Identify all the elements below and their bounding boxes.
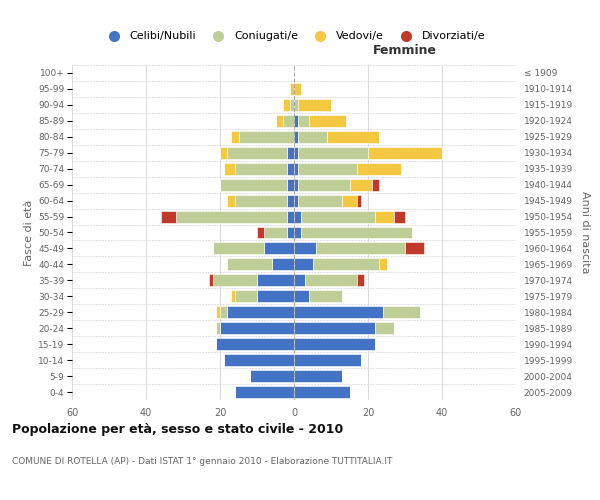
Bar — [294, 322, 376, 334]
Bar — [231, 290, 235, 302]
Bar — [283, 99, 290, 111]
Bar — [294, 338, 376, 350]
Bar — [405, 242, 424, 254]
Bar — [272, 258, 294, 270]
Bar — [235, 194, 287, 206]
Bar — [212, 242, 265, 254]
Bar — [294, 370, 342, 382]
Bar — [257, 226, 265, 238]
Bar — [235, 290, 257, 302]
Bar — [294, 226, 301, 238]
Bar — [298, 99, 331, 111]
Bar — [227, 258, 272, 270]
Bar — [294, 306, 383, 318]
Bar — [305, 274, 357, 286]
Bar — [227, 147, 287, 158]
Bar — [342, 194, 357, 206]
Bar — [294, 354, 361, 366]
Bar — [328, 131, 379, 143]
Bar — [294, 386, 350, 398]
Text: Femmine: Femmine — [373, 44, 437, 57]
Bar — [294, 242, 316, 254]
Bar — [368, 147, 442, 158]
Bar — [294, 290, 309, 302]
Bar — [357, 274, 364, 286]
Bar — [294, 274, 305, 286]
Bar — [212, 274, 257, 286]
Bar — [357, 194, 361, 206]
Bar — [301, 226, 412, 238]
Bar — [294, 194, 298, 206]
Bar — [294, 147, 298, 158]
Bar — [298, 115, 309, 127]
Bar — [298, 178, 350, 190]
Bar — [257, 290, 294, 302]
Bar — [220, 178, 287, 190]
Bar — [227, 306, 294, 318]
Bar — [294, 258, 313, 270]
Bar — [224, 162, 235, 174]
Bar — [235, 386, 294, 398]
Bar — [217, 338, 294, 350]
Bar — [231, 131, 239, 143]
Bar — [294, 131, 298, 143]
Bar — [220, 322, 294, 334]
Bar — [294, 210, 301, 222]
Bar — [176, 210, 287, 222]
Bar — [287, 162, 294, 174]
Text: Popolazione per età, sesso e stato civile - 2010: Popolazione per età, sesso e stato civil… — [12, 422, 343, 436]
Bar — [298, 131, 328, 143]
Bar — [309, 290, 342, 302]
Bar — [227, 194, 235, 206]
Bar — [275, 115, 283, 127]
Bar — [298, 162, 357, 174]
Bar — [283, 115, 294, 127]
Bar — [357, 162, 401, 174]
Bar — [235, 162, 287, 174]
Bar — [298, 147, 368, 158]
Bar — [350, 178, 372, 190]
Bar — [290, 99, 294, 111]
Bar — [290, 83, 294, 95]
Bar — [239, 131, 294, 143]
Bar — [220, 306, 227, 318]
Bar — [161, 210, 176, 222]
Bar — [294, 99, 298, 111]
Bar — [287, 226, 294, 238]
Bar — [294, 178, 298, 190]
Bar — [224, 354, 294, 366]
Bar — [209, 274, 212, 286]
Legend: Celibi/Nubili, Coniugati/e, Vedovi/e, Divorziati/e: Celibi/Nubili, Coniugati/e, Vedovi/e, Di… — [98, 27, 490, 46]
Bar — [376, 322, 394, 334]
Bar — [287, 210, 294, 222]
Bar — [394, 210, 405, 222]
Text: COMUNE DI ROTELLA (AP) - Dati ISTAT 1° gennaio 2010 - Elaborazione TUTTITALIA.IT: COMUNE DI ROTELLA (AP) - Dati ISTAT 1° g… — [12, 458, 392, 466]
Bar — [294, 162, 298, 174]
Bar — [265, 242, 294, 254]
Bar — [372, 178, 379, 190]
Bar — [257, 274, 294, 286]
Bar — [294, 115, 298, 127]
Bar — [379, 258, 386, 270]
Bar — [383, 306, 420, 318]
Bar — [294, 83, 301, 95]
Bar — [313, 258, 379, 270]
Bar — [250, 370, 294, 382]
Bar — [376, 210, 394, 222]
Bar — [287, 147, 294, 158]
Bar — [309, 115, 346, 127]
Bar — [301, 210, 376, 222]
Bar — [287, 178, 294, 190]
Bar — [316, 242, 405, 254]
Bar — [217, 306, 220, 318]
Y-axis label: Anni di nascita: Anni di nascita — [580, 191, 590, 274]
Bar — [217, 322, 220, 334]
Bar — [287, 194, 294, 206]
Bar — [220, 147, 227, 158]
Bar — [265, 226, 287, 238]
Y-axis label: Fasce di età: Fasce di età — [24, 200, 34, 266]
Bar — [298, 194, 342, 206]
